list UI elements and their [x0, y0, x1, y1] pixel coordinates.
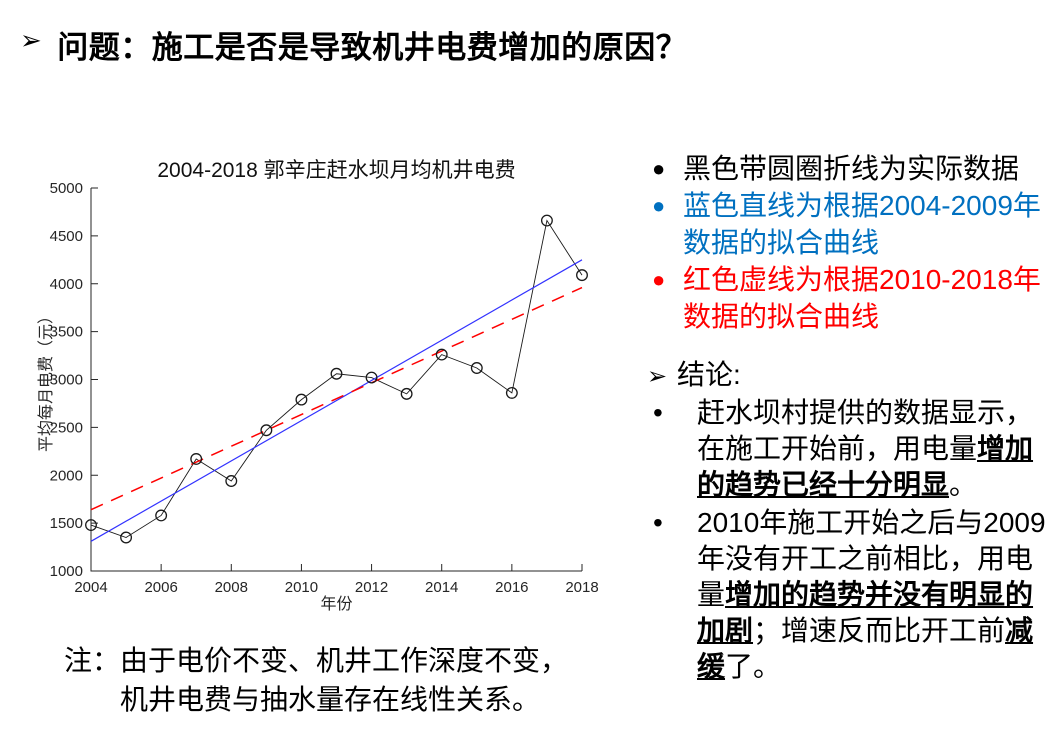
x-tick-label: 2016 [495, 579, 528, 596]
x-tick-label: 2012 [355, 579, 388, 596]
chart-plot-area: 1000 1500 2000 2500 3000 3500 4000 4500 5000 2004… [50, 180, 599, 596]
arrow-bullet-icon: ➢ [647, 363, 668, 390]
y-tick-label: 5000 [50, 180, 83, 197]
text-segment: ；增速反而比开工前 [753, 615, 1006, 646]
text-segment: 赶水坝村提供的数据显示，在施工开始前，用电量 [697, 397, 1034, 464]
conclusion-item-2: • 2010年施工开始之后与2009年没有开工之前相比，用电量增加的趋势并没有明… [645, 505, 1047, 685]
emphasized-text: 减缓 [697, 615, 1034, 682]
text-segment: 2010年施工开始之后与2009年没有开工之前相比，用电量 [697, 507, 1046, 610]
emphasized-text: 增加的趋势已经十分明显 [697, 433, 1034, 500]
data-point-2009 [260, 424, 273, 437]
legend-item-text: 蓝色直线为根据2004-2009年数据的拟合曲线 [683, 190, 1041, 258]
data-point-2016 [505, 386, 518, 399]
x-tick-label: 2010 [285, 579, 318, 596]
footnote-prefix: 注： [64, 645, 121, 676]
footnote-line: 由于电价不变、机井工作深度不变， [120, 645, 569, 676]
conclusion-text-1: 赶水坝村提供的数据显示，在施工开始前，用电量增加的趋势已经十分明显。 [697, 395, 1047, 503]
bullet-icon: ● [652, 193, 666, 218]
footnote-body: 由于电价不变、机井工作深度不变， 机井电费与抽水量存在线性关系。 [120, 641, 568, 719]
footnote: 注： 由于电价不变、机井工作深度不变， 机井电费与抽水量存在线性关系。 [64, 641, 568, 719]
data-point-2007 [190, 453, 203, 465]
red-dashed-fit-line [90, 286, 583, 511]
x-tick-label: 2018 [565, 579, 598, 596]
y-tick-label: 4000 [50, 276, 83, 293]
data-point-2012 [365, 371, 378, 384]
chart: 2004-2018 郭辛庄赶水坝月均机井电费 平均每月电费（元） 1000 150… [30, 140, 610, 620]
page-title-text: 问题：施工是否是导致机井电费增加的原因？ [57, 30, 688, 65]
y-tick-label: 3500 [50, 324, 83, 341]
conclusion-label: 结论: [677, 359, 741, 390]
emphasized-text: 增加的趋势并没有明显的加剧 [697, 579, 1034, 646]
legend-item-actual-data: ● 黑色带圆圈折线为实际数据 [645, 150, 1047, 187]
conclusion-header: ➢ 结论: [645, 356, 1047, 393]
y-tick-label: 2500 [50, 419, 83, 436]
x-tick-label: 2014 [425, 579, 458, 596]
legend-panel: ● 黑色带圆圈折线为实际数据 ● 蓝色直线为根据2004-2009年数据的拟合曲… [645, 150, 1047, 685]
data-point-2018 [576, 269, 588, 282]
data-point-2008 [225, 475, 238, 487]
x-tick-label: 2006 [144, 579, 177, 596]
legend-item-text: 黑色带圆圈折线为实际数据 [683, 153, 1020, 184]
data-point-2010 [295, 393, 308, 406]
bullet-icon: ● [652, 156, 666, 181]
y-tick-label: 1500 [50, 515, 83, 532]
arrow-bullet-icon: ➢ [20, 25, 43, 55]
y-tick-label: 4500 [50, 228, 83, 245]
x-tick-label: 2008 [215, 579, 248, 596]
legend-item-blue-fit: ● 蓝色直线为根据2004-2009年数据的拟合曲线 [645, 187, 1047, 261]
data-point-2013 [400, 387, 413, 400]
bullet-dot-icon: • [653, 507, 663, 538]
data-point-2014 [435, 348, 448, 361]
chart-x-axis-label: 年份 [320, 596, 353, 613]
y-tick-label: 2000 [50, 467, 83, 484]
footnote-line: 机井电费与抽水量存在线性关系。 [120, 684, 541, 715]
chart-title: 2004-2018 郭辛庄赶水坝月均机井电费 [157, 159, 516, 182]
data-point-2011 [330, 367, 343, 380]
bullet-icon: ● [652, 267, 666, 292]
page-title: ➢ 问题：施工是否是导致机井电费增加的原因？ [20, 22, 687, 67]
y-tick-label: 1000 [50, 563, 83, 580]
y-tick-label: 3000 [50, 372, 83, 389]
data-point-2017 [540, 214, 553, 227]
data-point-2005 [120, 531, 133, 544]
actual-data-line [90, 219, 583, 538]
data-point-2006 [155, 509, 168, 522]
data-point-2004 [85, 519, 97, 531]
x-tick-label: 2004 [74, 579, 107, 596]
bullet-dot-icon: • [653, 397, 663, 428]
text-segment: 。 [949, 469, 978, 500]
blue-solid-fit-line [90, 259, 583, 542]
text-segment: 了。 [725, 651, 782, 682]
conclusion-item-1: • 赶水坝村提供的数据显示，在施工开始前，用电量增加的趋势已经十分明显。 [645, 395, 1047, 503]
legend-item-red-fit: ● 红色虚线为根据2010-2018年数据的拟合曲线 [645, 261, 1047, 335]
legend-item-text: 红色虚线为根据2010-2018年数据的拟合曲线 [683, 264, 1041, 332]
data-point-2015 [470, 362, 483, 374]
conclusion-text-2: 2010年施工开始之后与2009年没有开工之前相比，用电量增加的趋势并没有明显的… [697, 505, 1047, 685]
